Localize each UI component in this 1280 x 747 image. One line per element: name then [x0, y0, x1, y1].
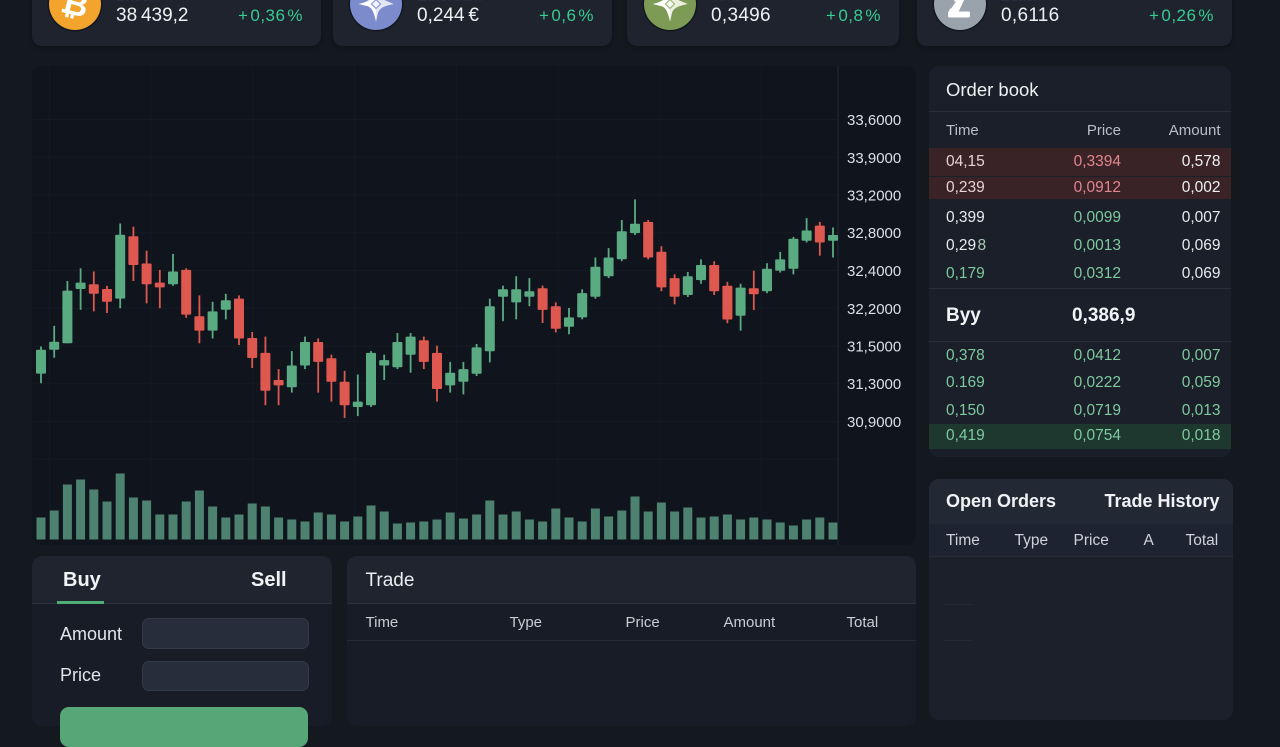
svg-text:32,8000: 32,8000: [847, 225, 901, 242]
svg-text:32,4000: 32,4000: [847, 263, 901, 280]
svg-text:33,6000: 33,6000: [847, 112, 901, 129]
svg-text:₿: ₿: [58, 0, 93, 25]
svg-text:30,9000: 30,9000: [847, 414, 901, 431]
svg-text:31,3000: 31,3000: [847, 376, 901, 393]
svg-text:33,2000: 33,2000: [847, 188, 901, 205]
svg-text:32,2000: 32,2000: [847, 301, 901, 318]
svg-text:31,5000: 31,5000: [847, 339, 901, 356]
svg-text:33,9000: 33,9000: [847, 150, 901, 167]
